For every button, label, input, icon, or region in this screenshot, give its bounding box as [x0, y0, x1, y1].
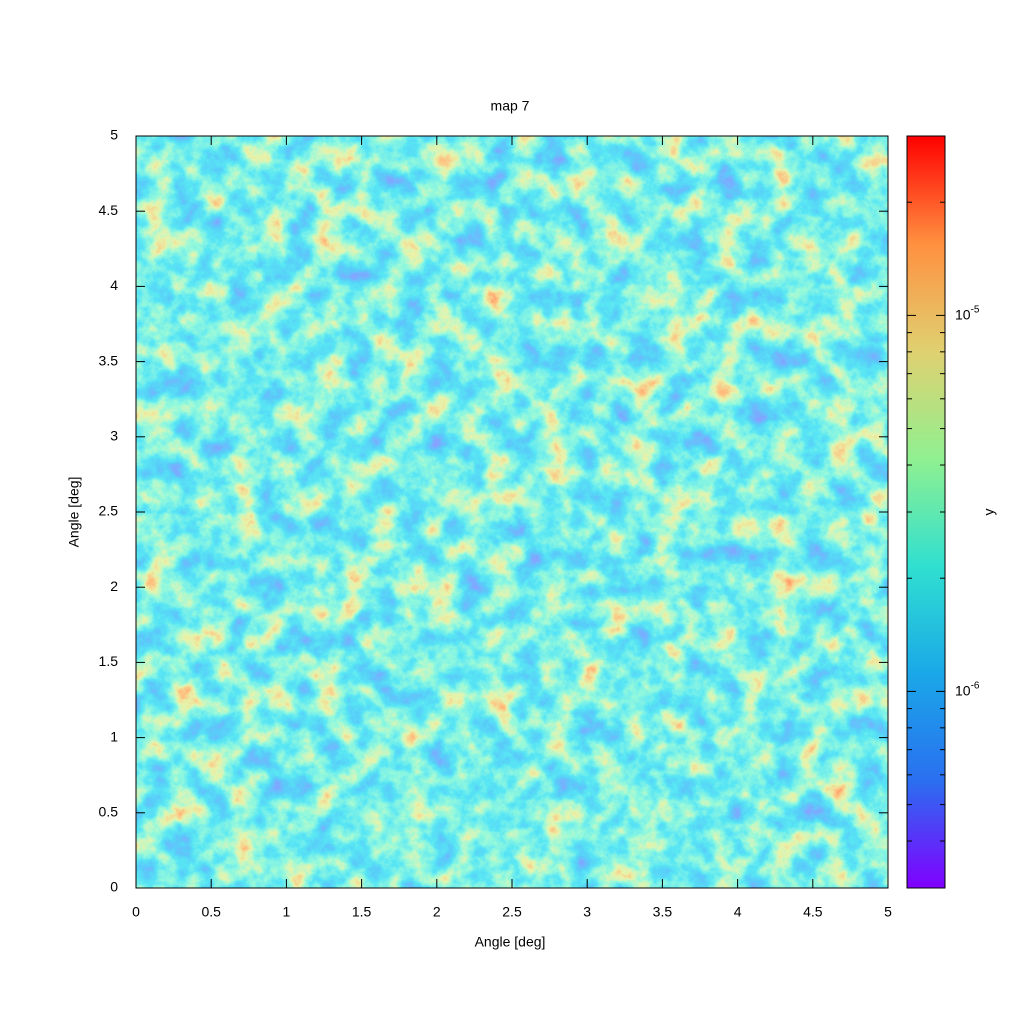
y-tick-label: 2.5: [99, 503, 119, 519]
colorbar-tick-label: 10-5: [955, 304, 980, 322]
y-tick-label: 2: [110, 578, 118, 594]
chart-title: map 7: [491, 98, 530, 114]
x-tick-label: 2: [433, 904, 441, 920]
y-axis-label: Angle [deg]: [66, 477, 82, 548]
x-axis-label: Angle [deg]: [475, 934, 546, 950]
y-tick-label: 3: [110, 428, 118, 444]
y-tick-label: 1.5: [99, 653, 119, 669]
y-tick-label: 4.5: [99, 202, 119, 218]
x-tick-label: 2.5: [502, 904, 522, 920]
colorbar-label: y: [981, 509, 997, 516]
colorbar-tick-label: 10-6: [955, 680, 980, 698]
y-tick-label: 0: [110, 879, 118, 895]
x-tick-label: 0: [132, 904, 140, 920]
x-tick-label: 3: [583, 904, 591, 920]
y-tick-label: 3.5: [99, 352, 119, 368]
x-tick-label: 3.5: [653, 904, 673, 920]
colorbar: [906, 135, 946, 889]
x-tick-label: 1.5: [352, 904, 372, 920]
x-tick-label: 0.5: [201, 904, 221, 920]
x-tick-label: 5: [884, 904, 892, 920]
x-tick-label: 4: [734, 904, 742, 920]
y-tick-label: 1: [110, 728, 118, 744]
y-tick-label: 5: [110, 127, 118, 143]
y-tick-label: 0.5: [99, 804, 119, 820]
heatmap-field: [136, 136, 888, 888]
y-tick-label: 4: [110, 277, 118, 293]
x-tick-label: 1: [283, 904, 291, 920]
x-tick-label: 4.5: [803, 904, 823, 920]
